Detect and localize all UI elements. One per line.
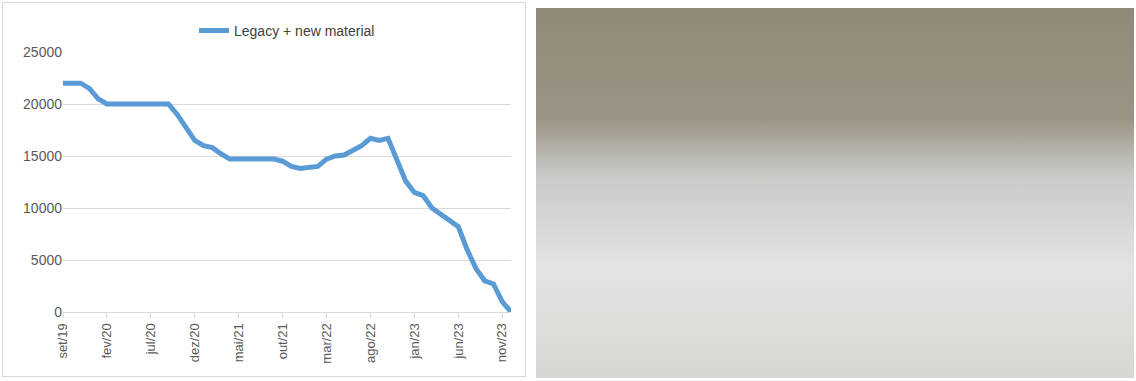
svg-text:5000: 5000 <box>31 252 62 268</box>
svg-text:Legacy + new material: Legacy + new material <box>234 23 374 39</box>
svg-text:20000: 20000 <box>23 96 62 112</box>
svg-text:jun/23: jun/23 <box>451 323 466 359</box>
svg-text:15000: 15000 <box>23 148 62 164</box>
svg-text:ago/22: ago/22 <box>363 323 378 363</box>
svg-text:mai/21: mai/21 <box>231 323 246 362</box>
svg-text:dez/20: dez/20 <box>187 323 202 362</box>
svg-text:out/21: out/21 <box>275 323 290 359</box>
svg-text:jan/23: jan/23 <box>407 323 422 359</box>
svg-text:set/19: set/19 <box>55 323 70 358</box>
svg-text:10000: 10000 <box>23 200 62 216</box>
svg-text:jul/20: jul/20 <box>143 323 158 355</box>
svg-text:mar/22: mar/22 <box>319 323 334 363</box>
svg-text:fev/20: fev/20 <box>99 323 114 358</box>
svg-text:nov/23: nov/23 <box>494 323 509 362</box>
svg-text:0: 0 <box>54 304 62 320</box>
svg-text:25000: 25000 <box>23 44 62 60</box>
